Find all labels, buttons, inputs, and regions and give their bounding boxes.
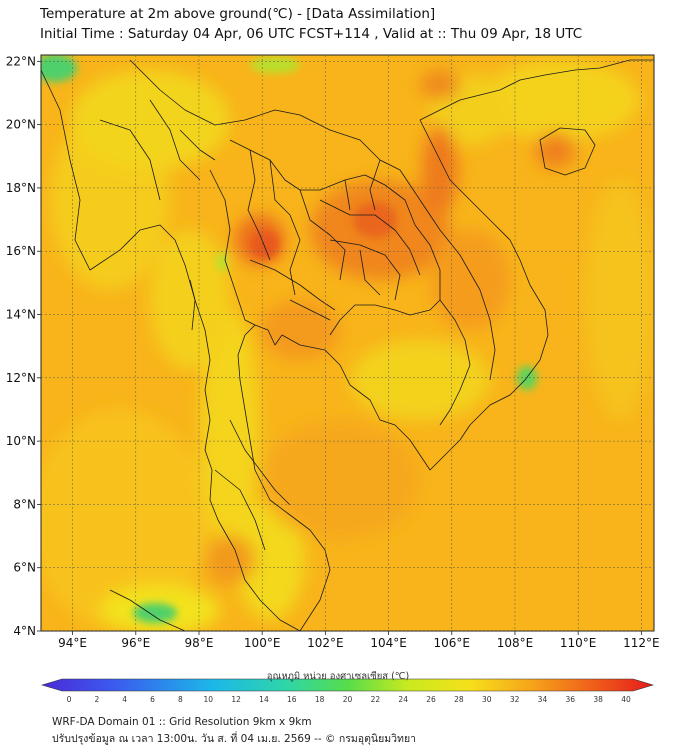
colorbar-tick-label: 0 [67, 695, 72, 704]
colorbar-tick-label: 12 [231, 695, 241, 704]
lat-tick-label: 20°N [6, 118, 36, 132]
colorbar-tick-label: 24 [398, 695, 408, 704]
lat-tick-label: 22°N [6, 54, 36, 68]
lon-tick-label: 94°E [58, 636, 87, 650]
lat-tick-label: 6°N [13, 561, 36, 575]
colorbar-tick-label: 14 [259, 695, 269, 704]
lon-tick-label: 98°E [185, 636, 214, 650]
map-subtitle: Initial Time : Saturday 04 Apr, 06 UTC F… [40, 26, 583, 42]
map-title: Temperature at 2m above ground(℃) - [Dat… [40, 6, 436, 22]
lat-tick-label: 4°N [13, 624, 36, 638]
lat-tick-label: 16°N [6, 244, 36, 258]
colorbar-tick-label: 6 [150, 695, 155, 704]
colorbar-tick-label: 28 [454, 695, 464, 704]
lat-tick-label: 14°N [6, 308, 36, 322]
lon-tick-label: 102°E [307, 636, 344, 650]
lon-tick-label: 106°E [434, 636, 471, 650]
update-info: ปรับปรุงข้อมูล ณ เวลา 13:00น. วัน ส. ที่… [52, 733, 417, 745]
plot-frame [40, 54, 655, 632]
lat-tick-label: 8°N [13, 497, 36, 511]
latitude-labels: 4°N 6°N 8°N 10°N 12°N 14°N 16°N 18°N 20°N 22°N [6, 54, 41, 638]
lon-tick-label: 108°E [497, 636, 534, 650]
colorbar-tick-label: 22 [371, 695, 381, 704]
colorbar-tick-label: 34 [538, 695, 548, 704]
colorbar-tick-label: 4 [122, 695, 127, 704]
colorbar-tick-label: 36 [566, 695, 576, 704]
lat-tick-label: 10°N [6, 434, 36, 448]
colorbar-ticks: 0 2 4 6 8 10 12 14 16 18 20 22 24 26 28 30 32 34 36 38 40 [67, 695, 631, 704]
colorbar-tick-label: 10 [203, 695, 213, 704]
lat-tick-label: 12°N [6, 371, 36, 385]
temperature-field [41, 55, 654, 631]
colorbar-tick-label: 8 [178, 695, 183, 704]
colorbar-bar [40, 678, 655, 692]
lon-tick-label: 104°E [370, 636, 407, 650]
colorbar-tick-label: 38 [593, 695, 603, 704]
lon-tick-label: 112°E [623, 636, 660, 650]
colorbar: 0 2 4 6 8 10 12 14 16 18 20 22 24 26 28 30 32 34 36 38 40 [40, 678, 655, 704]
colorbar-tick-label: 30 [482, 695, 492, 704]
colorbar-tick-label: 32 [510, 695, 520, 704]
colorbar-label: อุณหภูมิ หน่วย องศาเซลเซียส (℃) [266, 671, 410, 682]
gridlines [41, 55, 654, 631]
colorbar-tick-label: 2 [94, 695, 99, 704]
model-info: WRF-DA Domain 01 :: Grid Resolution 9km … [52, 716, 312, 728]
lon-tick-label: 100°E [244, 636, 281, 650]
lon-tick-label: 96°E [121, 636, 150, 650]
longitude-labels: 94°E 96°E 98°E 100°E 102°E 104°E 106°E 108°E 110… [58, 631, 660, 650]
colorbar-tick-label: 18 [315, 695, 325, 704]
lon-tick-label: 110°E [560, 636, 597, 650]
lat-tick-label: 18°N [6, 181, 36, 195]
borders-layer [41, 59, 654, 631]
colorbar-tick-label: 40 [621, 695, 631, 704]
colorbar-tick-label: 26 [426, 695, 436, 704]
colorbar-tick-label: 16 [287, 695, 297, 704]
colorbar-tick-label: 20 [343, 695, 353, 704]
